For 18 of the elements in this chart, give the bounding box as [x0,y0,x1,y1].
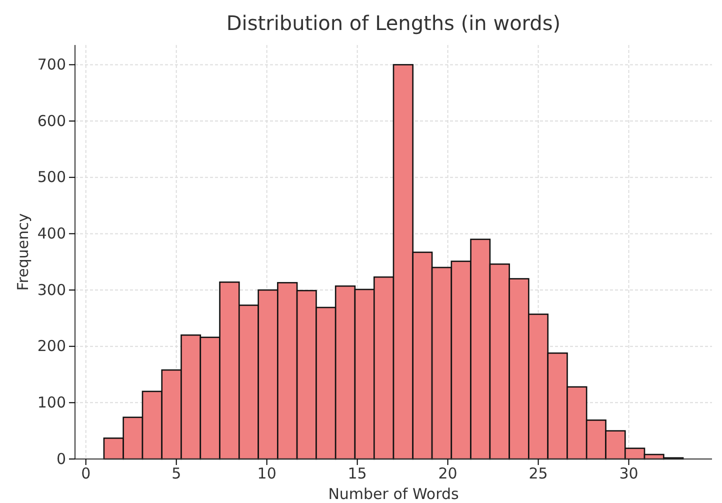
y-tick-label: 500 [37,168,66,186]
x-tick-label: 20 [438,464,458,483]
y-tick-label: 100 [37,393,66,412]
y-tick-label: 400 [37,224,66,242]
y-tick-label: 0 [56,450,66,468]
x-axis-title: Number of Words [328,485,459,503]
y-tick-label: 600 [37,112,66,130]
x-tick-label: 10 [257,464,276,483]
x-tick-label: 15 [348,464,367,483]
x-tick-label: 0 [81,464,91,483]
y-tick-label: 700 [37,56,66,74]
y-tick-label: 300 [37,280,66,299]
chart-title: Distribution of Lengths (in words) [226,11,561,35]
y-tick-label: 200 [37,337,66,356]
x-tick-label: 5 [172,464,182,483]
y-axis-title: Frequency [14,213,32,291]
x-tick-label: 25 [528,464,548,483]
x-tick-label: 30 [619,464,638,483]
